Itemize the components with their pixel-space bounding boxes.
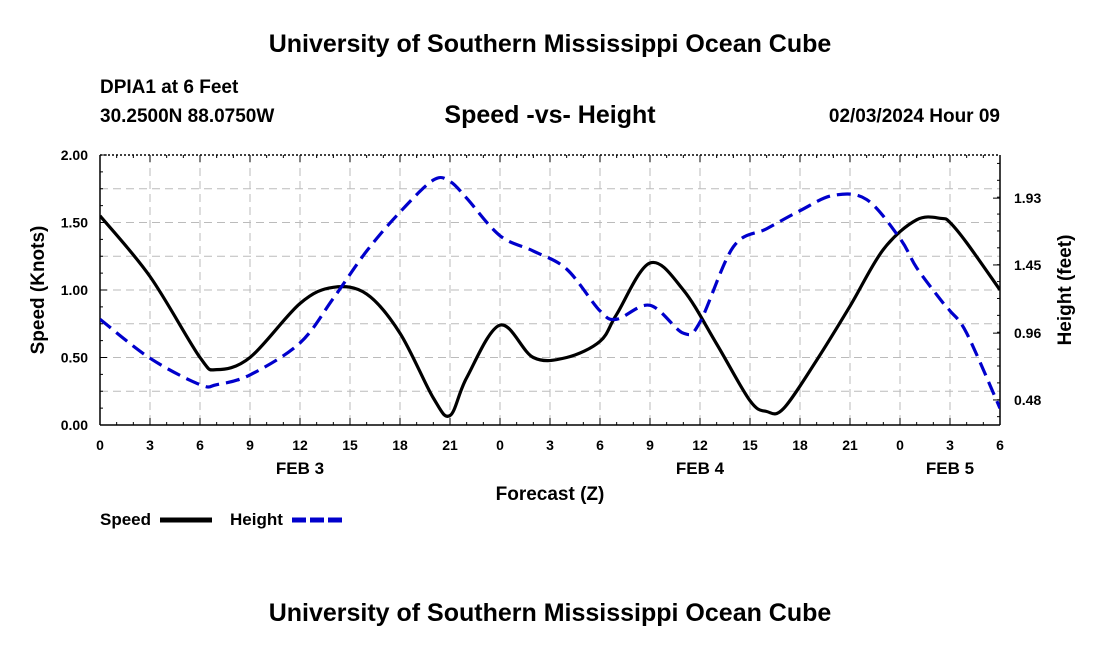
x-tick-label: 0: [96, 437, 104, 453]
speed-series-line: [100, 214, 1000, 418]
x-tick-label: 18: [792, 437, 808, 453]
x-tick-label: 15: [342, 437, 358, 453]
x-tick-label: 0: [896, 437, 904, 453]
y-tick-label: 1.50: [61, 215, 88, 231]
coordinates-label: 30.2500N 88.0750W: [100, 106, 275, 127]
x-tick-label: 6: [996, 437, 1004, 453]
y2-tick-label: 0.48: [1014, 392, 1041, 408]
speed-height-chart: 0 3 6 9 12 15 18 21 0 3 6 9 12 15 18 21 0 3 6 0.00 0.50 1.00 1…: [28, 147, 1076, 529]
y-tick-label: 0.50: [61, 350, 88, 366]
x-tick-label: 21: [442, 437, 458, 453]
y2-tick-label: 0.96: [1014, 325, 1041, 341]
x-tick-label: 9: [646, 437, 654, 453]
date-label: FEB 5: [926, 459, 974, 478]
y2-tick-label: 1.45: [1014, 257, 1041, 273]
page-title: University of Southern Mississippi Ocean…: [268, 30, 832, 58]
x-axis-title: Forecast (Z): [496, 484, 605, 505]
x-tick-label: 15: [742, 437, 758, 453]
x-tick-label: 9: [246, 437, 254, 453]
x-tick-label: 6: [596, 437, 604, 453]
date-label: FEB 3: [276, 459, 324, 478]
height-series-line: [100, 175, 1000, 409]
x-tick-label: 6: [196, 437, 204, 453]
datetime-label: 02/03/2024 Hour 09: [828, 106, 1000, 127]
legend-speed-label: Speed: [100, 510, 151, 529]
date-label: FEB 4: [676, 459, 725, 478]
x-tick-label: 18: [392, 437, 408, 453]
y-tick-label: 1.00: [61, 282, 88, 298]
station-label: DPIA1 at 6 Feet: [100, 77, 239, 98]
y-tick-label: 0.00: [61, 417, 88, 433]
y2-axis-title: Height (feet): [1055, 235, 1076, 346]
x-tick-label: 12: [692, 437, 708, 453]
footer-title: University of Southern Mississippi Ocean…: [268, 599, 832, 627]
x-tick-label: 3: [946, 437, 954, 453]
y-axis-title: Speed (Knots): [28, 226, 49, 355]
legend-height-label: Height: [230, 510, 283, 529]
x-tick-label: 12: [292, 437, 308, 453]
y2-tick-label: 1.93: [1014, 190, 1041, 206]
x-tick-label: 0: [496, 437, 504, 453]
x-tick-label: 3: [546, 437, 554, 453]
x-tick-label: 3: [146, 437, 154, 453]
y-tick-label: 2.00: [61, 147, 88, 163]
chart-subtitle: Speed -vs- Height: [444, 101, 656, 129]
x-tick-label: 21: [842, 437, 858, 453]
